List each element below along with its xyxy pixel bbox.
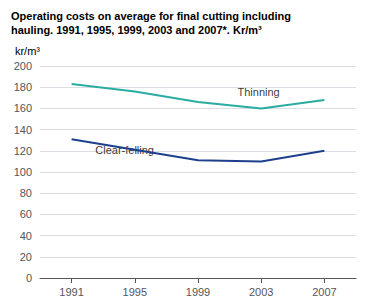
svg-text:2007: 2007	[312, 286, 336, 298]
svg-text:0: 0	[26, 272, 32, 284]
svg-text:hauling. 1991, 1995, 1999, 200: hauling. 1991, 1995, 1999, 2003 and 2007…	[11, 24, 262, 36]
svg-text:80: 80	[20, 187, 32, 199]
svg-text:1999: 1999	[186, 286, 210, 298]
svg-text:Operating costs on average for: Operating costs on average for final cut…	[11, 10, 291, 22]
svg-text:kr/m³: kr/m³	[15, 45, 40, 57]
svg-text:Clear-felling: Clear-felling	[95, 143, 154, 156]
svg-text:180: 180	[14, 81, 32, 93]
svg-text:Thinning: Thinning	[238, 86, 280, 98]
svg-text:1995: 1995	[123, 286, 147, 298]
svg-text:2003: 2003	[249, 286, 273, 298]
svg-text:100: 100	[14, 166, 32, 178]
svg-text:160: 160	[14, 102, 32, 114]
svg-text:200: 200	[14, 60, 32, 72]
svg-text:120: 120	[14, 145, 32, 157]
svg-text:40: 40	[20, 230, 32, 242]
svg-text:1991: 1991	[59, 286, 83, 298]
svg-text:140: 140	[14, 124, 32, 136]
svg-text:60: 60	[20, 208, 32, 220]
svg-text:20: 20	[20, 251, 32, 263]
